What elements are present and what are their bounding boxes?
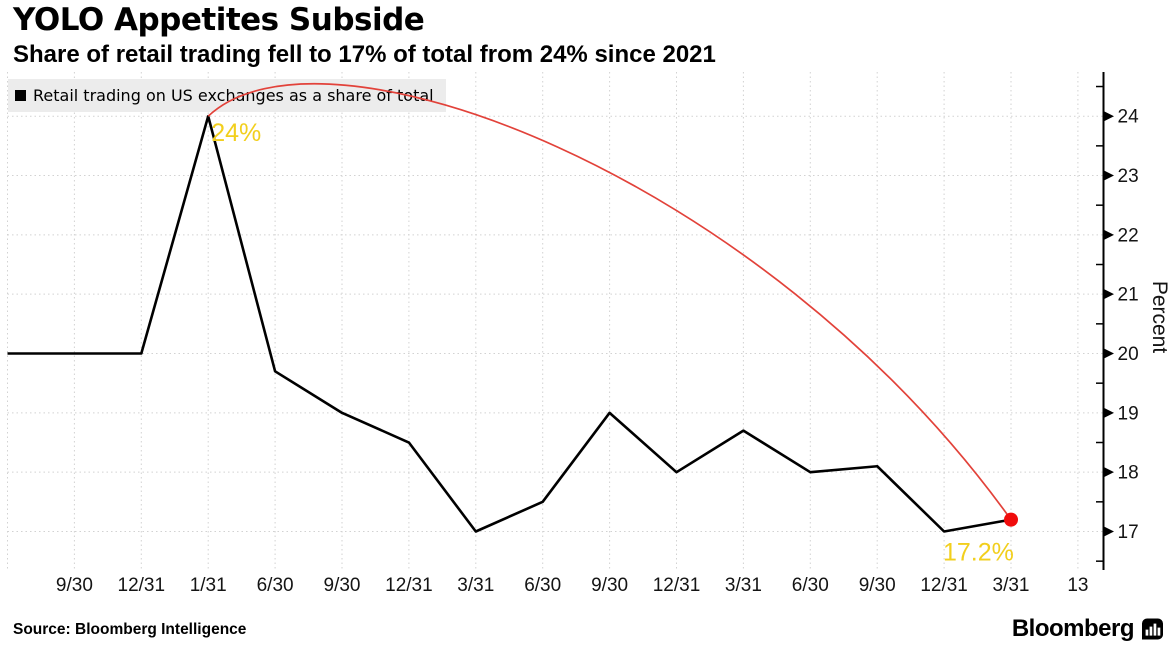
- y-axis-major-tick: [1104, 230, 1114, 240]
- series-line: [8, 116, 1012, 531]
- y-axis-major-tick: [1104, 349, 1114, 359]
- y-axis-major-tick: [1104, 171, 1114, 181]
- x-tick-label: 3/31: [725, 575, 762, 596]
- y-axis-major-tick: [1104, 289, 1114, 299]
- x-tick-label: 6/30: [524, 575, 561, 596]
- bloomberg-chart-page: YOLO Appetites Subside Share of retail t…: [0, 0, 1174, 655]
- source-credit: Source: Bloomberg Intelligence: [13, 621, 246, 639]
- x-tick-label: 12/31: [385, 575, 433, 596]
- y-tick-label: 23: [1118, 166, 1139, 187]
- y-tick-label: 19: [1118, 403, 1139, 424]
- x-tick-label: 9/30: [591, 575, 628, 596]
- bloomberg-logo-icon: [1141, 618, 1164, 641]
- x-tick-label: 6/30: [792, 575, 829, 596]
- y-tick-label: 17: [1118, 522, 1139, 543]
- x-tick-label: 9/30: [859, 575, 896, 596]
- y-tick-label: 20: [1118, 344, 1139, 365]
- annotation-label: 24%: [211, 119, 261, 147]
- y-axis-major-tick: [1104, 111, 1114, 121]
- x-tick-label: 13: [1067, 575, 1088, 596]
- legend-swatch-icon: [15, 90, 26, 101]
- chart-legend: Retail trading on US exchanges as a shar…: [8, 79, 446, 112]
- x-tick-label: 12/31: [118, 575, 166, 596]
- series-end-dot: [1004, 513, 1018, 527]
- x-tick-label: 3/31: [993, 575, 1030, 596]
- y-axis-major-tick: [1104, 408, 1114, 418]
- x-tick-label: 9/30: [56, 575, 93, 596]
- x-tick-label: 9/30: [324, 575, 361, 596]
- legend-label: Retail trading on US exchanges as a shar…: [33, 86, 434, 105]
- y-axis-major-tick: [1104, 467, 1114, 477]
- y-axis-title: Percent: [1148, 281, 1171, 354]
- y-tick-label: 22: [1118, 225, 1139, 246]
- bloomberg-wordmark: Bloomberg: [1012, 615, 1134, 643]
- x-tick-label: 3/31: [457, 575, 494, 596]
- page-title: YOLO Appetites Subside: [13, 2, 424, 38]
- y-tick-label: 18: [1118, 463, 1139, 484]
- x-tick-label: 12/31: [653, 575, 701, 596]
- annotation-label: 17.2%: [943, 539, 1014, 567]
- trend-arc: [208, 84, 1011, 520]
- y-axis-major-tick: [1104, 527, 1114, 537]
- bloomberg-brand: Bloomberg: [1012, 615, 1164, 643]
- x-tick-label: 6/30: [257, 575, 294, 596]
- page-subtitle: Share of retail trading fell to 17% of t…: [13, 41, 716, 69]
- x-tick-label: 12/31: [920, 575, 968, 596]
- y-tick-label: 24: [1118, 107, 1140, 128]
- x-tick-label: 1/31: [190, 575, 227, 596]
- y-tick-label: 21: [1118, 285, 1139, 306]
